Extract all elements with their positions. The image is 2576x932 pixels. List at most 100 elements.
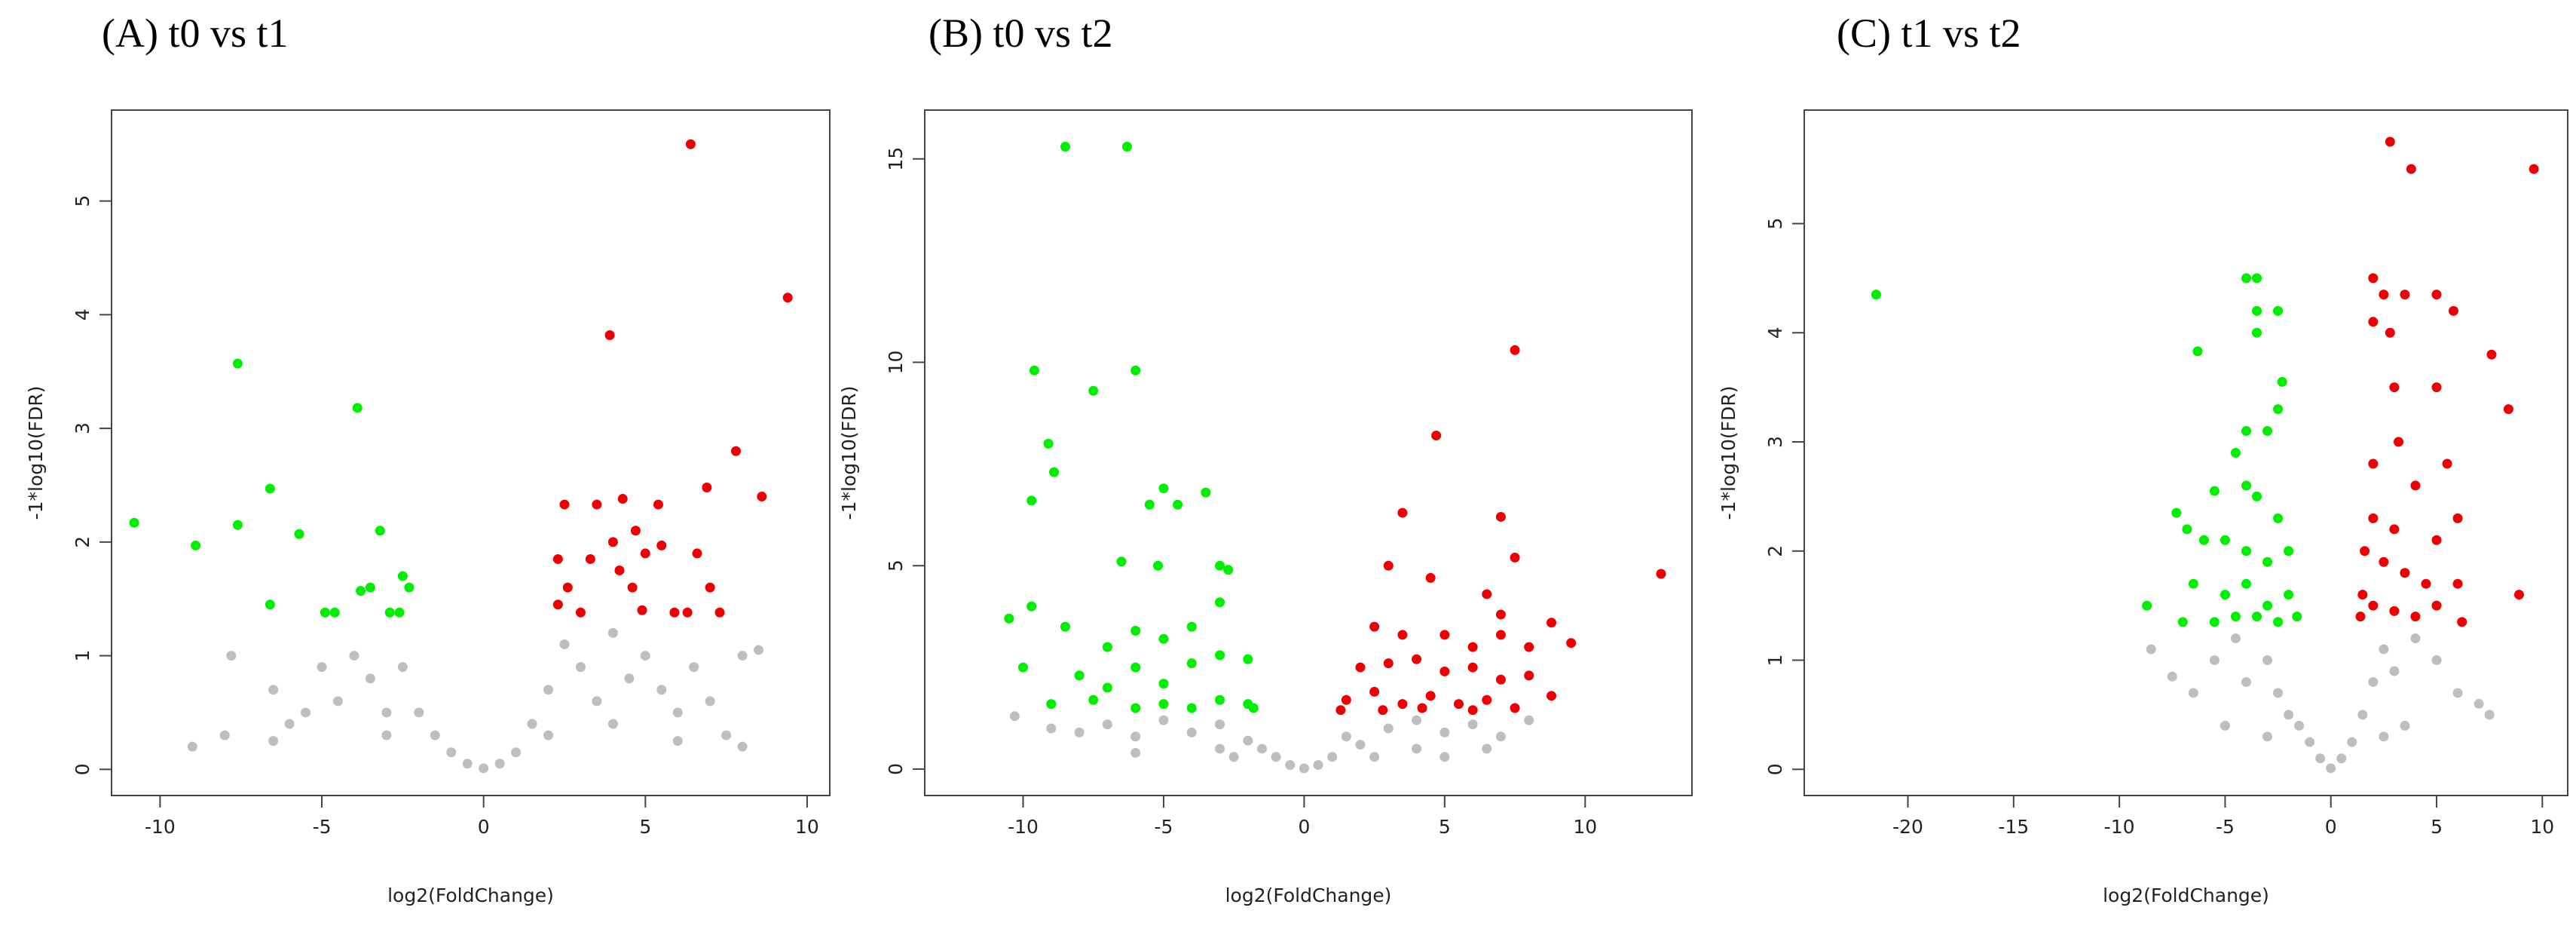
point [552,553,563,564]
point [2484,710,2495,720]
point [2177,617,2188,627]
point [2305,737,2315,747]
point [2357,710,2368,720]
point [689,662,699,673]
point [1467,719,1478,730]
point [1495,609,1506,620]
point [2431,600,2442,611]
y-tick-label: 0 [885,763,907,775]
point [2379,644,2389,655]
point [356,586,366,596]
point [284,719,295,729]
point [2410,633,2421,644]
point [430,730,440,740]
x-tick-label: 10 [795,816,819,838]
point [1482,589,1492,599]
y-tick-label: 4 [1764,327,1786,339]
point [352,403,363,413]
point [2241,546,2251,556]
point [2368,513,2379,523]
point [2389,524,2400,535]
point [1026,495,1037,506]
y-tick-label: 5 [885,560,907,572]
point [592,499,602,510]
point [1285,760,1296,771]
point [721,730,732,740]
y-tick-label: 1 [1764,655,1786,667]
point [585,553,595,564]
point [672,707,683,718]
point [1327,752,1338,762]
point [1397,630,1408,640]
point [2230,633,2241,644]
point [2486,349,2497,360]
point [1215,719,1225,730]
point [1130,626,1141,636]
point [232,358,243,369]
point [543,730,554,740]
y-tick-label: 2 [1764,545,1786,557]
y-tick-label: 5 [1764,218,1786,230]
point [702,482,712,492]
point [1102,682,1112,693]
x-tick-label: -5 [1154,816,1173,838]
point [2385,136,2395,147]
point [1412,654,1422,664]
point [1417,703,1427,713]
point [320,607,330,618]
point [1186,658,1197,669]
point [2273,617,2284,627]
point [268,685,279,695]
point [2277,376,2287,387]
point [1043,438,1054,449]
point [630,526,641,536]
point [692,548,702,559]
point [2262,600,2273,611]
point [2273,688,2284,698]
point [1102,642,1112,652]
point [1495,674,1506,685]
point [1256,743,1267,754]
point [1566,638,1577,648]
point [604,330,615,340]
point [1495,511,1506,522]
point [1223,565,1234,575]
point [1158,483,1169,494]
point [1547,691,1557,701]
point [543,685,554,695]
y-tick-label: 15 [885,147,907,171]
point [2448,305,2458,316]
x-tick-label: 5 [1439,816,1451,838]
point [2474,698,2484,709]
x-axis-label: log2(FoldChange) [1225,884,1392,906]
point [1439,727,1450,737]
point [2294,720,2305,731]
point [294,529,304,539]
point [1495,731,1506,742]
point [404,582,415,593]
point [2284,590,2294,600]
point [1060,621,1070,632]
point [559,639,570,650]
point [1186,621,1197,632]
point [2452,688,2463,698]
point [624,673,635,684]
point [2442,458,2452,469]
point [1369,752,1380,762]
point [1482,743,1492,754]
x-axis-label: log2(FoldChange) [2103,884,2269,906]
point [1116,556,1127,567]
point [1425,691,1436,701]
point [2410,612,2421,622]
point [2368,273,2379,284]
point [575,662,586,673]
point [2241,578,2251,589]
x-tick-label: 0 [2325,816,2337,838]
point [1215,597,1225,608]
x-tick-label: -20 [1892,816,1923,838]
point [1029,365,1039,376]
panel: (B) t0 vs t2 -10 -5 0 5 10 0 5 10 15 log2(FoldChan… [838,11,1693,906]
point [527,719,537,729]
point [2421,578,2431,589]
point [656,540,667,550]
